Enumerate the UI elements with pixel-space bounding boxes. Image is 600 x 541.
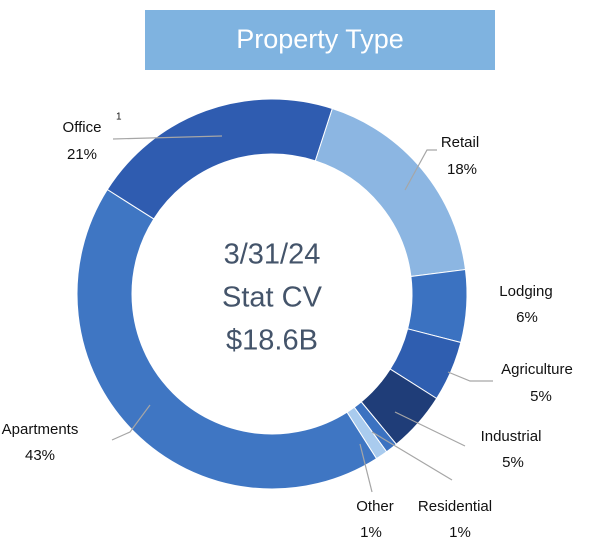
- center-text: 3/31/24: [224, 239, 321, 271]
- value-label: 5%: [502, 454, 524, 471]
- value-label: 43%: [25, 447, 55, 464]
- category-label: Retail: [441, 134, 479, 151]
- value-label: 21%: [67, 146, 97, 163]
- chart-title: Property Type: [236, 24, 404, 54]
- donut-segment: [106, 98, 333, 220]
- donut-segment: [76, 188, 378, 490]
- value-label: 1%: [360, 524, 382, 541]
- title-banner: [145, 10, 495, 70]
- category-label: Industrial: [481, 428, 542, 445]
- footnote-marker: 1: [116, 112, 122, 123]
- category-label: Office: [63, 119, 102, 136]
- value-label: 6%: [516, 309, 538, 326]
- category-label: Apartments: [2, 421, 79, 438]
- value-label: 1%: [449, 524, 471, 541]
- value-label: 5%: [530, 388, 552, 405]
- category-label: Lodging: [499, 283, 552, 300]
- value-label: 18%: [447, 161, 477, 178]
- category-label: Residential: [418, 498, 492, 515]
- leader-lines: [111, 135, 493, 493]
- center-text: Stat CV: [222, 282, 323, 314]
- center-text: $18.6B: [226, 325, 318, 357]
- category-label: Other: [356, 498, 394, 515]
- category-label: Agriculture: [501, 361, 573, 378]
